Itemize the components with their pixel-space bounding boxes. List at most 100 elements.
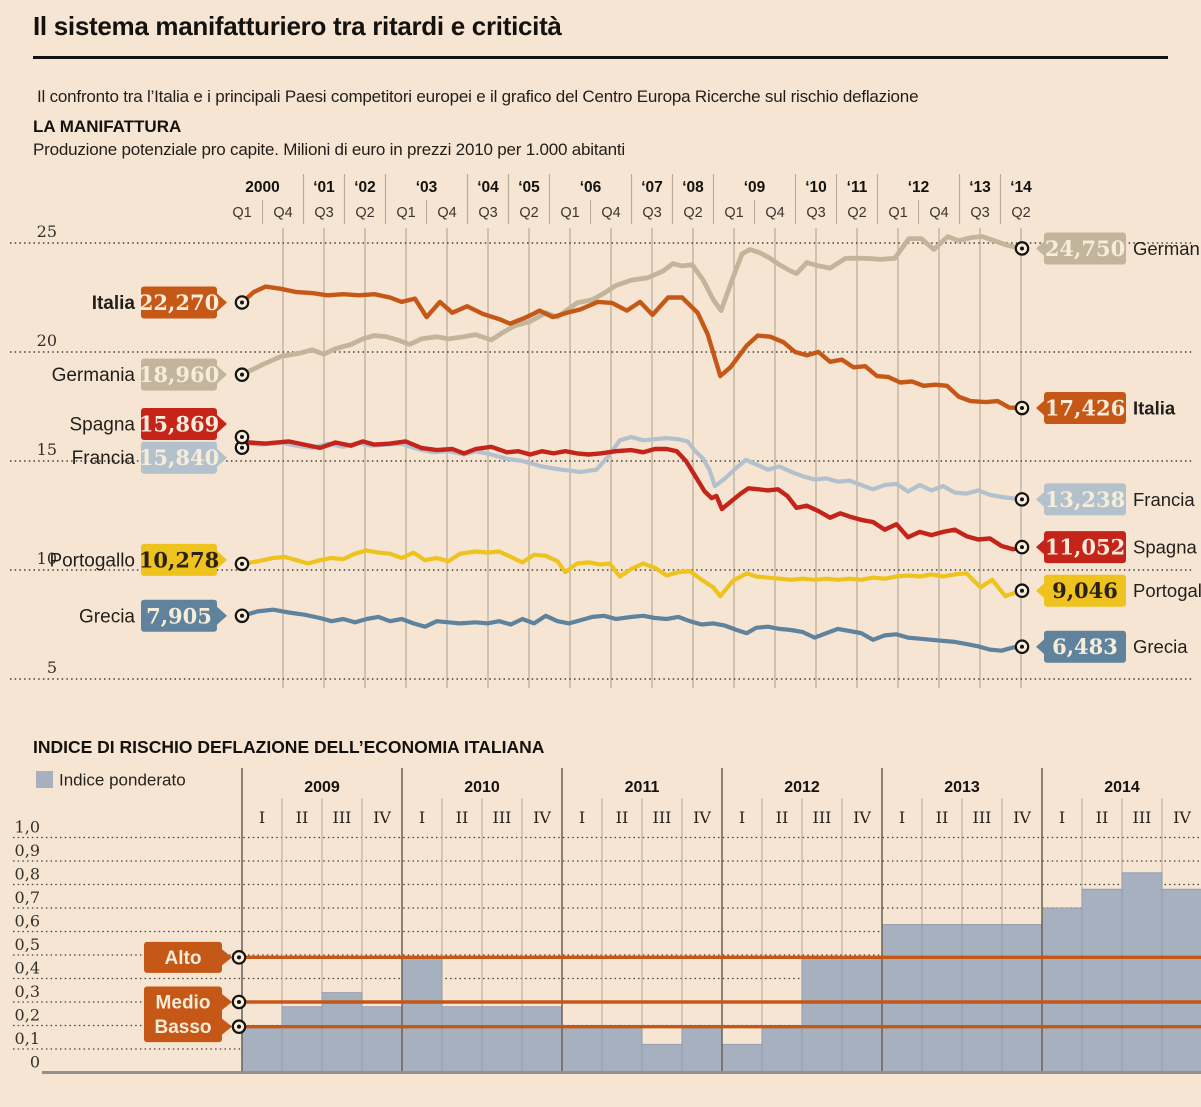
- quarter-label: IV: [533, 808, 551, 827]
- y-axis-label: 0,7: [15, 888, 40, 907]
- quarter-label: I: [1059, 808, 1065, 827]
- series-line-germania: [239, 234, 1024, 378]
- threshold-label-basso: Basso: [154, 1017, 211, 1038]
- year-label: ‘09: [744, 179, 766, 196]
- bar-2010-IV: [521, 1006, 563, 1073]
- series-line-spagna: [239, 439, 1024, 552]
- quarter-label: III: [333, 808, 352, 827]
- badge-box: [1044, 232, 1126, 265]
- badge-box: [141, 599, 217, 632]
- quarter-label: III: [653, 808, 672, 827]
- bar-2014-II: [1081, 888, 1123, 1073]
- y-axis-label: 0,8: [15, 865, 40, 884]
- badge-box: [1044, 483, 1126, 516]
- quarter-label: I: [419, 808, 425, 827]
- start-badge-spagna: Spagna 15,869: [69, 408, 227, 441]
- title-rule: [33, 56, 1168, 59]
- marker-dot: [1020, 406, 1024, 411]
- quarter-label: Q3: [314, 205, 333, 221]
- bar-2010-II: [441, 1006, 483, 1073]
- chart2-title: INDICE DI RISCHIO DEFLAZIONE DELL’ECONOM…: [33, 737, 545, 757]
- marker-dot: [240, 300, 244, 305]
- quarter-label: III: [493, 808, 512, 827]
- bar-2009-I: [241, 1027, 283, 1073]
- bar-2012-IV: [841, 956, 883, 1073]
- badge-arrow: [217, 448, 227, 467]
- badge-arrow: [217, 606, 227, 625]
- year-label: 2012: [784, 779, 820, 796]
- threshold-badge-basso: Basso: [144, 1011, 232, 1043]
- quarter-label: Q2: [1011, 205, 1030, 221]
- y-axis-label: 0: [30, 1053, 40, 1072]
- quarter-label: I: [739, 808, 745, 827]
- country-label-portogallo: Portogallo: [1133, 580, 1201, 601]
- country-label-italia: Italia: [1133, 398, 1176, 419]
- end-value-francia: 13,238: [1045, 487, 1125, 512]
- bar-2009-II: [281, 1006, 323, 1073]
- threshold-label-alto: Alto: [165, 948, 202, 969]
- country-label-spagna: Spagna: [69, 415, 135, 436]
- year-label: ‘07: [641, 179, 663, 196]
- badge-arrow: [217, 415, 227, 434]
- marker-dot: [240, 445, 244, 450]
- end-badge-portogallo: 9,046 Portogallo: [1036, 574, 1201, 607]
- badge-arrow: [1036, 239, 1046, 258]
- end-value-germania: 24,750: [1045, 236, 1125, 261]
- year-label: ‘14: [1010, 179, 1032, 196]
- end-badge-grecia: 6,483 Grecia: [1036, 630, 1188, 663]
- quarter-label: II: [776, 808, 789, 827]
- marker-dot: [240, 613, 244, 618]
- y-axis-label: 0,4: [15, 959, 40, 978]
- country-label-francia: Francia: [1133, 489, 1195, 510]
- year-label: 2010: [464, 779, 500, 796]
- y-axis-label: 15: [37, 440, 57, 459]
- badge-box: [141, 441, 217, 474]
- marker-dot: [1020, 644, 1024, 649]
- marker-dot: [240, 435, 244, 440]
- bar-2010-I: [401, 956, 443, 1073]
- marker-dot: [237, 955, 241, 960]
- badge-arrow: [217, 293, 227, 312]
- badge-arrow: [1036, 581, 1046, 600]
- badge-box: [144, 941, 222, 973]
- quarter-label: Q4: [437, 205, 456, 221]
- start-badge-germania: Germania 18,960: [52, 358, 227, 391]
- end-badge-spagna: 11,052 Spagna: [1036, 531, 1197, 564]
- bar-2013-III: [961, 924, 1003, 1073]
- start-badge-italia: Italia 22,270: [92, 286, 227, 319]
- quarter-label: II: [296, 808, 309, 827]
- country-label-spagna: Spagna: [1133, 537, 1197, 558]
- quarter-label: Q3: [806, 205, 825, 221]
- country-label-grecia: Grecia: [1133, 636, 1188, 657]
- badge-box: [141, 358, 217, 391]
- threshold-badge-medio: Medio: [144, 986, 232, 1018]
- badge-box: [1044, 531, 1126, 564]
- y-axis-label: 20: [37, 331, 57, 350]
- y-axis-label: 0,6: [15, 912, 40, 931]
- threshold-label-medio: Medio: [156, 993, 211, 1014]
- year-label: 2000: [245, 179, 279, 196]
- y-axis-label: 0,3: [15, 982, 40, 1001]
- year-label: ‘08: [682, 179, 704, 196]
- start-badge-portogallo: Portogallo 10,278: [49, 543, 227, 576]
- year-label: ‘03: [416, 179, 438, 196]
- bar-2013-IV: [1001, 924, 1043, 1073]
- series-line-grecia: [239, 607, 1024, 653]
- quarter-label: Q1: [560, 205, 579, 221]
- badge-arrow: [222, 1018, 232, 1035]
- start-badge-francia: Francia 15,840: [72, 441, 227, 474]
- quarter-label: Q3: [642, 205, 661, 221]
- year-label: 2013: [944, 779, 980, 796]
- chart1-subtitle: Produzione potenziale pro capite. Milion…: [33, 140, 626, 159]
- y-axis-label: 5: [47, 658, 57, 677]
- page-subtitle: Il confronto tra l’Italia e i principali…: [37, 87, 919, 106]
- quarter-label: Q1: [888, 205, 907, 221]
- quarter-label: IV: [1173, 808, 1191, 827]
- start-value-portogallo: 10,278: [139, 547, 219, 572]
- start-value-spagna: 15,869: [139, 412, 219, 437]
- quarter-label: I: [579, 808, 585, 827]
- quarter-label: Q2: [683, 205, 702, 221]
- badge-box: [1044, 630, 1126, 663]
- year-label: ‘02: [354, 179, 376, 196]
